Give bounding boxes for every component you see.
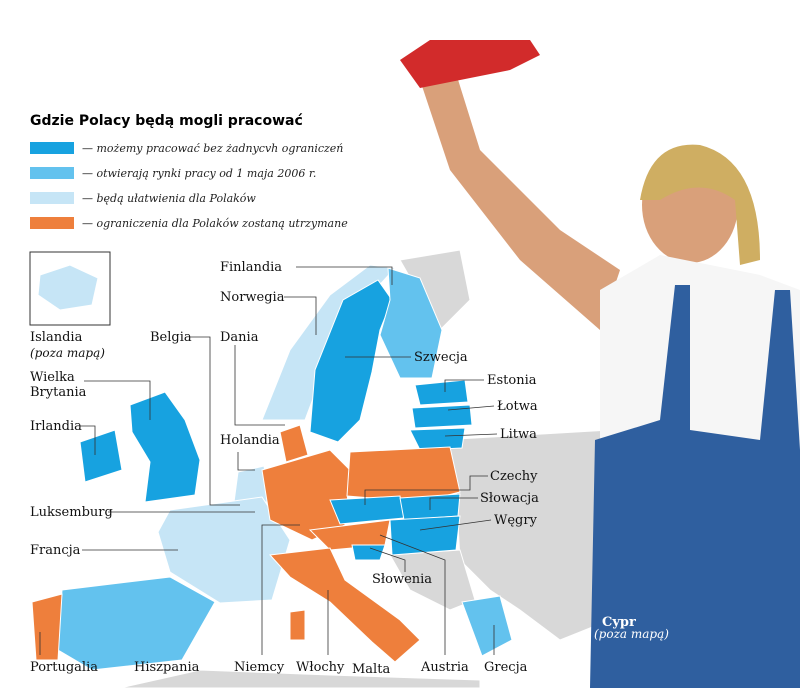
leader [379, 534, 446, 655]
title: Gdzie Polacy będą mogli pracować [30, 113, 303, 129]
leader [84, 380, 151, 420]
country-label: Malta [352, 662, 390, 677]
legend-label: — otwierają rynki pracy od 1 maja 2006 r… [82, 167, 316, 180]
country-label: Słowacja [480, 491, 539, 506]
arm [420, 70, 620, 330]
note: (poza mapą) [30, 346, 105, 360]
country-label: Estonia [487, 373, 537, 388]
leader [447, 405, 495, 411]
iceland [37, 264, 99, 311]
poland [346, 446, 461, 503]
note: (poza mapą) [594, 627, 669, 641]
hair [640, 144, 760, 265]
leader [296, 266, 393, 285]
country-label: Belgia [150, 330, 192, 345]
legend: — możemy pracować bez żadnycvh ogranicze… [30, 142, 348, 230]
country-label: Wielka Brytania [30, 370, 87, 400]
country-label: Finlandia [220, 260, 282, 275]
estonia [414, 379, 469, 406]
slovenia [351, 544, 386, 561]
leader [444, 379, 484, 392]
sardinia [289, 609, 306, 641]
germany [261, 449, 351, 541]
leader [429, 497, 478, 510]
leader [190, 336, 240, 506]
country-label: Szwecja [414, 350, 468, 365]
leader [364, 475, 488, 505]
map [29, 249, 647, 688]
legend-label: — ograniczenia dla Polaków zostaną utrzy… [82, 217, 348, 230]
leader [284, 296, 317, 335]
country-label: Dania [220, 330, 259, 345]
spain [57, 576, 216, 671]
country-label: Holandia [220, 433, 280, 448]
ireland [79, 429, 123, 483]
country-label: Hiszpania [134, 660, 200, 675]
finland [379, 267, 443, 379]
country-label: Norwegia [220, 290, 285, 305]
leader [444, 433, 498, 437]
labels: Finlandia Norwegia Islandia (poza mapą) … [30, 260, 669, 677]
leader [237, 452, 255, 471]
country-label: Cypr [602, 615, 636, 630]
country-label: Grecja [484, 660, 528, 675]
country-label: Niemcy [234, 660, 285, 675]
legend-swatch [30, 167, 74, 179]
legend-label: — będą ułatwienia dla Polaków [82, 192, 256, 205]
country-label: Islandia [30, 330, 83, 345]
country-label: Czechy [490, 469, 538, 484]
legend-swatch [30, 217, 74, 229]
country-label: Słowenia [372, 572, 432, 587]
latvia [411, 404, 473, 429]
legend-label: — możemy pracować bez żadnycvh ogranicze… [82, 142, 343, 155]
uk [129, 391, 201, 503]
country-label: Austria [420, 660, 469, 675]
portugal [31, 593, 63, 661]
country-label: Litwa [500, 427, 537, 442]
country-label: Węgry [494, 513, 538, 528]
wrench [400, 40, 540, 88]
country-label: Francja [30, 543, 81, 558]
legend-swatch [30, 192, 74, 204]
leader [369, 547, 406, 572]
leader [80, 425, 96, 455]
country-label: Irlandia [30, 419, 82, 434]
country-label: Luksemburg [30, 505, 113, 520]
leader [234, 345, 285, 426]
greece [461, 595, 513, 657]
italy [268, 547, 421, 663]
legend-swatch [30, 142, 74, 154]
country-label: Łotwa [497, 399, 538, 414]
sweden [309, 279, 393, 443]
hungary [389, 515, 461, 556]
country-label: Portugalia [30, 660, 98, 675]
denmark [279, 424, 309, 463]
france [157, 496, 291, 604]
country-label: Włochy [296, 660, 345, 675]
lithuania [409, 427, 466, 451]
leader [261, 524, 300, 655]
leader [419, 519, 492, 531]
land-africa [119, 669, 481, 688]
overalls [590, 285, 800, 688]
iceland-box [29, 251, 111, 326]
leaders [39, 266, 498, 655]
photo-man [400, 40, 800, 688]
